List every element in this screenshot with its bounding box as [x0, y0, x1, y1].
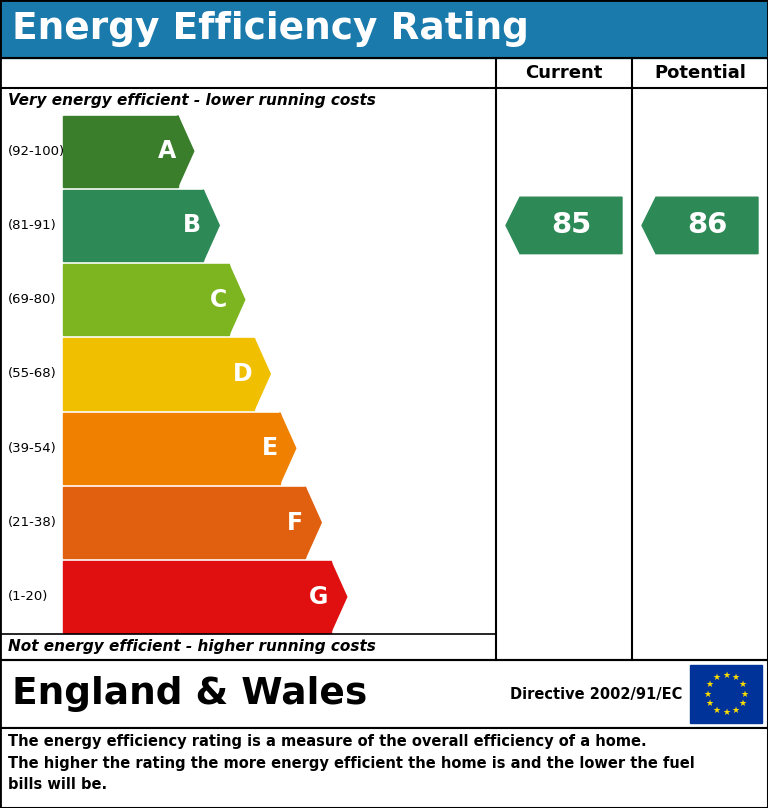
- Polygon shape: [506, 197, 622, 254]
- Text: Directive 2002/91/EC: Directive 2002/91/EC: [510, 687, 682, 701]
- Text: The energy efficiency rating is a measure of the overall efficiency of a home.
T: The energy efficiency rating is a measur…: [8, 734, 695, 792]
- Polygon shape: [305, 487, 321, 558]
- Bar: [63, 190, 204, 261]
- Text: ★: ★: [706, 680, 714, 689]
- Text: ★: ★: [713, 673, 721, 683]
- Text: Current: Current: [525, 64, 603, 82]
- Text: England & Wales: England & Wales: [12, 676, 367, 712]
- Text: Very energy efficient - lower running costs: Very energy efficient - lower running co…: [8, 94, 376, 108]
- Text: 85: 85: [551, 212, 591, 239]
- Text: ★: ★: [731, 705, 740, 714]
- Text: ★: ★: [722, 708, 730, 717]
- Bar: [0, 728, 768, 808]
- Text: (69-80): (69-80): [8, 293, 57, 306]
- Text: ★: ★: [706, 699, 714, 708]
- Polygon shape: [204, 190, 219, 261]
- Bar: [0, 58, 768, 660]
- Text: ★: ★: [738, 699, 746, 708]
- Text: ★: ★: [703, 689, 711, 698]
- Bar: [63, 264, 229, 335]
- Text: G: G: [310, 585, 329, 609]
- Text: ★: ★: [713, 705, 721, 714]
- Polygon shape: [331, 562, 346, 633]
- Text: D: D: [233, 362, 252, 386]
- Polygon shape: [642, 197, 758, 254]
- Polygon shape: [280, 413, 296, 484]
- Text: (81-91): (81-91): [8, 219, 57, 232]
- Text: Not energy efficient - higher running costs: Not energy efficient - higher running co…: [8, 639, 376, 654]
- Text: (1-20): (1-20): [8, 591, 48, 604]
- Polygon shape: [254, 339, 270, 410]
- Polygon shape: [229, 264, 245, 335]
- Text: Energy Efficiency Rating: Energy Efficiency Rating: [12, 11, 529, 47]
- Text: C: C: [210, 288, 227, 312]
- Text: ★: ★: [731, 673, 740, 683]
- Bar: [63, 116, 177, 187]
- Text: (39-54): (39-54): [8, 442, 57, 455]
- Text: A: A: [157, 139, 176, 163]
- Text: (55-68): (55-68): [8, 368, 57, 381]
- Text: (92-100): (92-100): [8, 145, 65, 158]
- Text: E: E: [262, 436, 278, 461]
- Bar: [690, 665, 762, 723]
- Bar: [0, 660, 768, 728]
- Bar: [63, 562, 331, 633]
- Text: F: F: [287, 511, 303, 535]
- Text: ★: ★: [740, 689, 749, 698]
- Polygon shape: [177, 116, 194, 187]
- Bar: [63, 339, 254, 410]
- Text: (21-38): (21-38): [8, 516, 57, 529]
- Bar: [63, 413, 280, 484]
- Text: ★: ★: [738, 680, 746, 689]
- Text: Potential: Potential: [654, 64, 746, 82]
- Text: ★: ★: [722, 671, 730, 680]
- Text: 86: 86: [687, 212, 727, 239]
- Bar: [0, 0, 768, 58]
- Text: B: B: [184, 213, 201, 238]
- Bar: [63, 487, 305, 558]
